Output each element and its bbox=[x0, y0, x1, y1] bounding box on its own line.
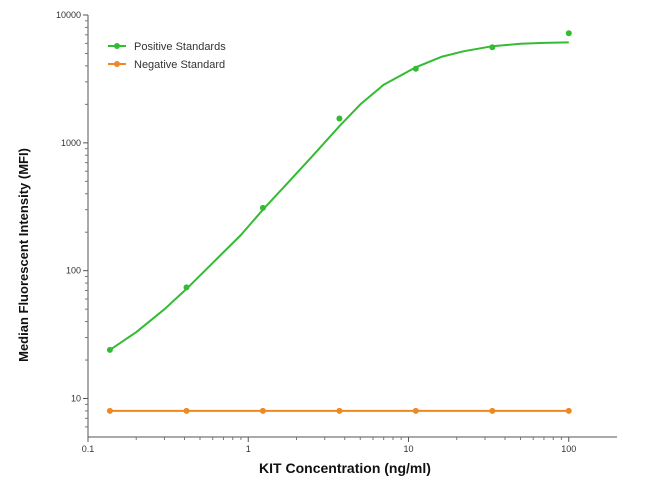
y-tick-label: 10 bbox=[71, 394, 81, 404]
data-point bbox=[489, 44, 496, 51]
data-point bbox=[489, 407, 496, 414]
series-line bbox=[109, 41, 569, 351]
legend-label: Positive Standards bbox=[134, 41, 226, 53]
data-point bbox=[183, 407, 190, 414]
data-point bbox=[565, 407, 572, 414]
x-tick-label: 1 bbox=[246, 444, 251, 454]
series-1 bbox=[106, 407, 572, 414]
x-tick-label: 0.1 bbox=[82, 444, 95, 454]
x-tick-label: 100 bbox=[561, 444, 576, 454]
series-0 bbox=[106, 30, 572, 353]
data-point bbox=[259, 204, 266, 211]
legend-swatch-marker bbox=[114, 43, 120, 49]
data-point bbox=[565, 30, 572, 37]
data-point bbox=[412, 407, 419, 414]
data-point bbox=[106, 346, 113, 353]
data-point bbox=[336, 407, 343, 414]
y-tick-label: 1000 bbox=[61, 138, 81, 148]
legend-item: Negative Standard bbox=[108, 59, 225, 71]
axes bbox=[87, 15, 617, 438]
ticks: 0.1 1 10 100 10 100 1000 10000 bbox=[56, 10, 576, 454]
y-tick-label: 10000 bbox=[56, 10, 81, 20]
data-point bbox=[259, 407, 266, 414]
x-tick-label: 10 bbox=[403, 444, 413, 454]
series-layer bbox=[106, 30, 572, 414]
legend-label: Negative Standard bbox=[134, 59, 225, 71]
legend-swatch-marker bbox=[114, 61, 120, 67]
legend-item: Positive Standards bbox=[108, 41, 226, 53]
y-axis-title: Median Fluorescent Intensity (MFI) bbox=[16, 148, 31, 362]
legend: Positive Standards Negative Standard bbox=[108, 41, 226, 71]
x-axis-title: KIT Concentration (ng/ml) bbox=[259, 460, 431, 476]
data-point bbox=[336, 115, 343, 122]
y-tick-label: 100 bbox=[66, 266, 81, 276]
data-point bbox=[412, 65, 419, 72]
data-point bbox=[183, 284, 190, 291]
data-point bbox=[106, 407, 113, 414]
